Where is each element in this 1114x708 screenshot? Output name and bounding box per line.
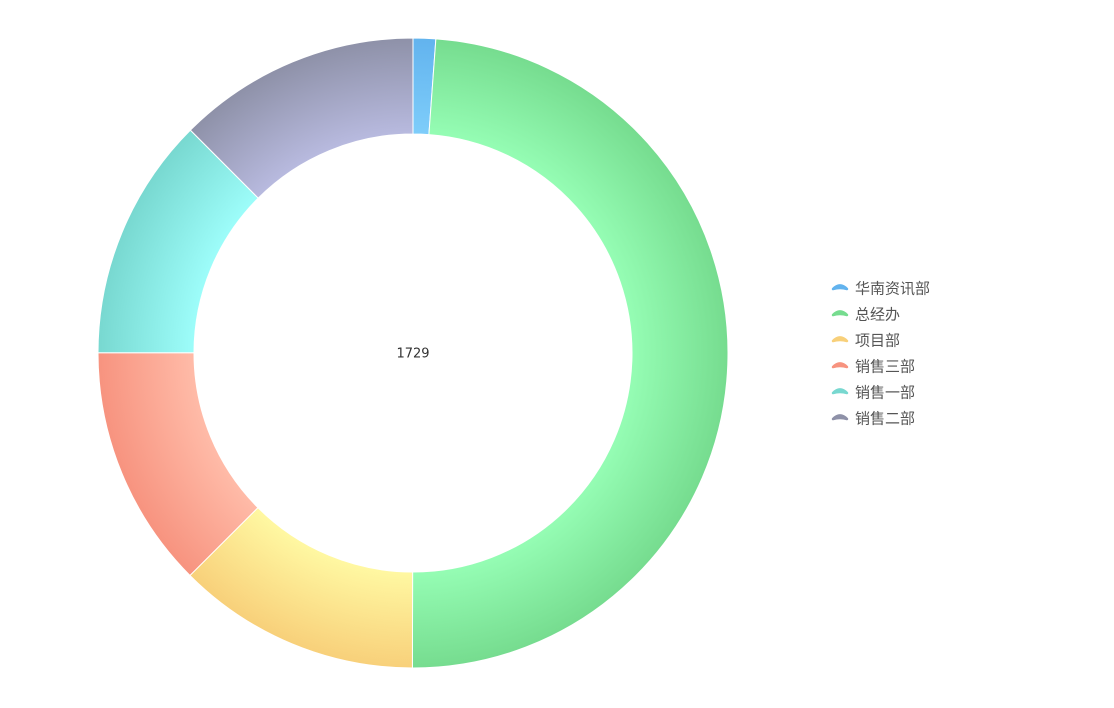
legend-label: 总经办	[855, 306, 900, 324]
legend-icon	[831, 310, 849, 317]
legend-label: 销售一部	[855, 384, 915, 402]
legend-label: 销售二部	[855, 410, 915, 428]
center-total: 1729	[396, 347, 429, 362]
legend-label: 项目部	[855, 332, 900, 350]
legend-icon	[831, 414, 849, 421]
donut-segment	[189, 37, 414, 199]
legend-icon	[831, 362, 849, 369]
legend-label: 华南资讯部	[855, 280, 930, 298]
donut-segment	[411, 38, 729, 669]
legend-icon	[831, 388, 849, 395]
legend-icon	[831, 336, 849, 343]
legend-label: 销售三部	[855, 358, 915, 376]
legend-icon	[831, 284, 849, 291]
